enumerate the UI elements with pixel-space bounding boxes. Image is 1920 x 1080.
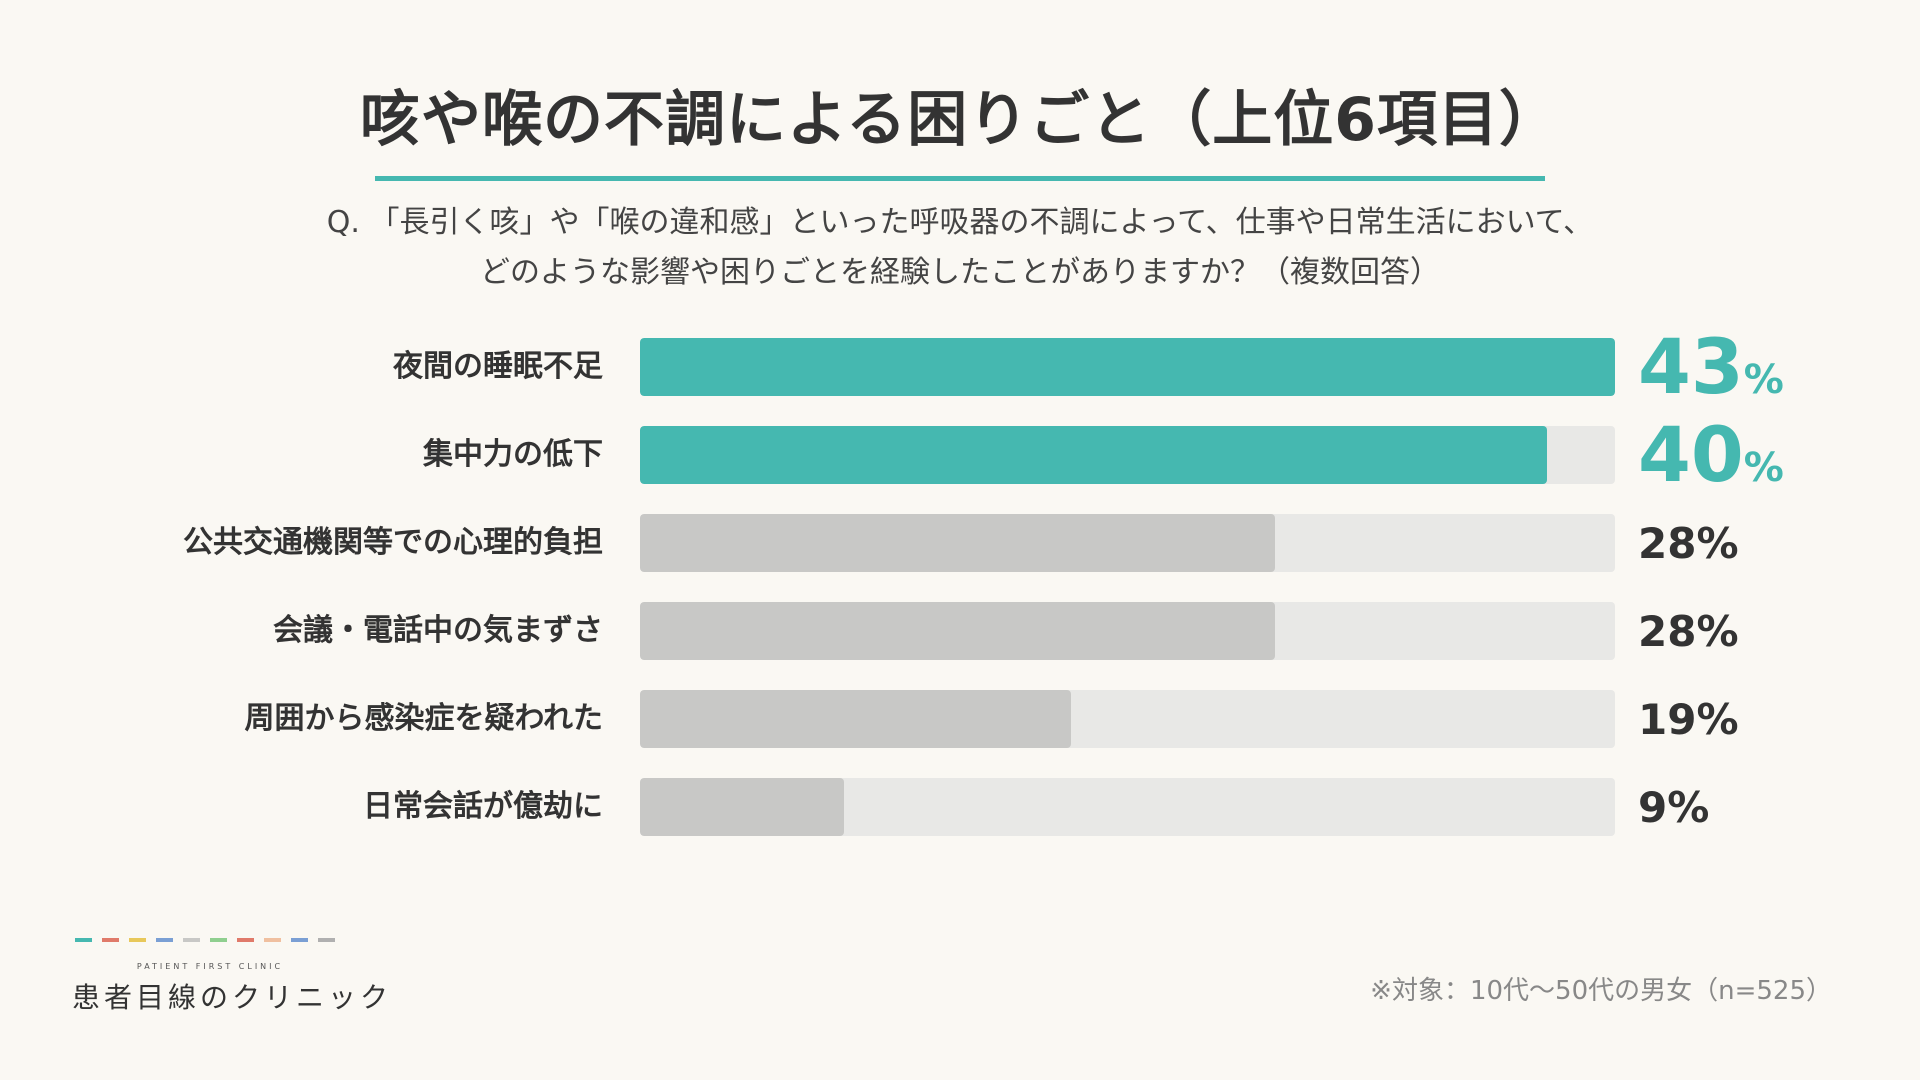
bar: [640, 514, 1275, 572]
category-label: 周囲から感染症を疑われた: [244, 701, 604, 736]
logo-dash: [210, 938, 227, 942]
bar: [640, 690, 1071, 748]
value-label: 9%: [1638, 783, 1710, 832]
category-label: 公共交通機関等での心理的負担: [183, 525, 603, 560]
logo-dash: [264, 938, 281, 942]
category-label: 会議・電話中の気まずさ: [273, 613, 603, 648]
logo-dash: [291, 938, 308, 942]
title-underline: [375, 176, 1545, 181]
logo-dash: [129, 938, 146, 942]
value-label: 43%: [1638, 322, 1784, 411]
bar-track: [640, 602, 1615, 660]
value-label: 19%: [1638, 695, 1739, 744]
logo-dash: [102, 938, 119, 942]
value-label: 40%: [1638, 410, 1784, 499]
logo-color-dashes: [75, 938, 335, 943]
survey-footnote: ※対象：10代〜50代の男女（n=525）: [1370, 976, 1832, 1006]
logo-dash: [318, 938, 335, 942]
bar: [640, 778, 845, 836]
bar-track: [640, 338, 1615, 396]
value-label: 28%: [1638, 519, 1739, 568]
logo-subtitle: PATIENT FIRST CLINIC: [136, 962, 284, 971]
bar-track: [640, 778, 1615, 836]
clinic-logo: 患者目線のクリニック: [72, 981, 393, 1014]
bar-track: [640, 690, 1615, 748]
logo-dash: [183, 938, 200, 942]
bar: [640, 338, 1615, 396]
category-label: 集中力の低下: [423, 437, 603, 472]
logo-dash: [75, 938, 92, 942]
logo-dash: [237, 938, 254, 942]
value-label: 28%: [1638, 607, 1739, 656]
bar-track: [640, 426, 1615, 484]
logo-dash: [156, 938, 173, 942]
question-text: Q. 「長引く咳」や「喉の違和感」といった呼吸器の不調によって、仕事や日常生活に…: [0, 198, 1920, 298]
question-line-1: Q. 「長引く咳」や「喉の違和感」といった呼吸器の不調によって、仕事や日常生活に…: [326, 205, 1594, 240]
bar: [640, 426, 1547, 484]
bar: [640, 602, 1275, 660]
question-line-2: どのような影響や困りごとを経験したことがありますか？（複数回答）: [480, 255, 1440, 290]
category-label: 夜間の睡眠不足: [393, 349, 603, 384]
chart-title: 咳や喉の不調による困りごと（上位6項目）: [360, 85, 1560, 155]
category-label: 日常会話が億劫に: [363, 789, 603, 824]
bar-track: [640, 514, 1615, 572]
